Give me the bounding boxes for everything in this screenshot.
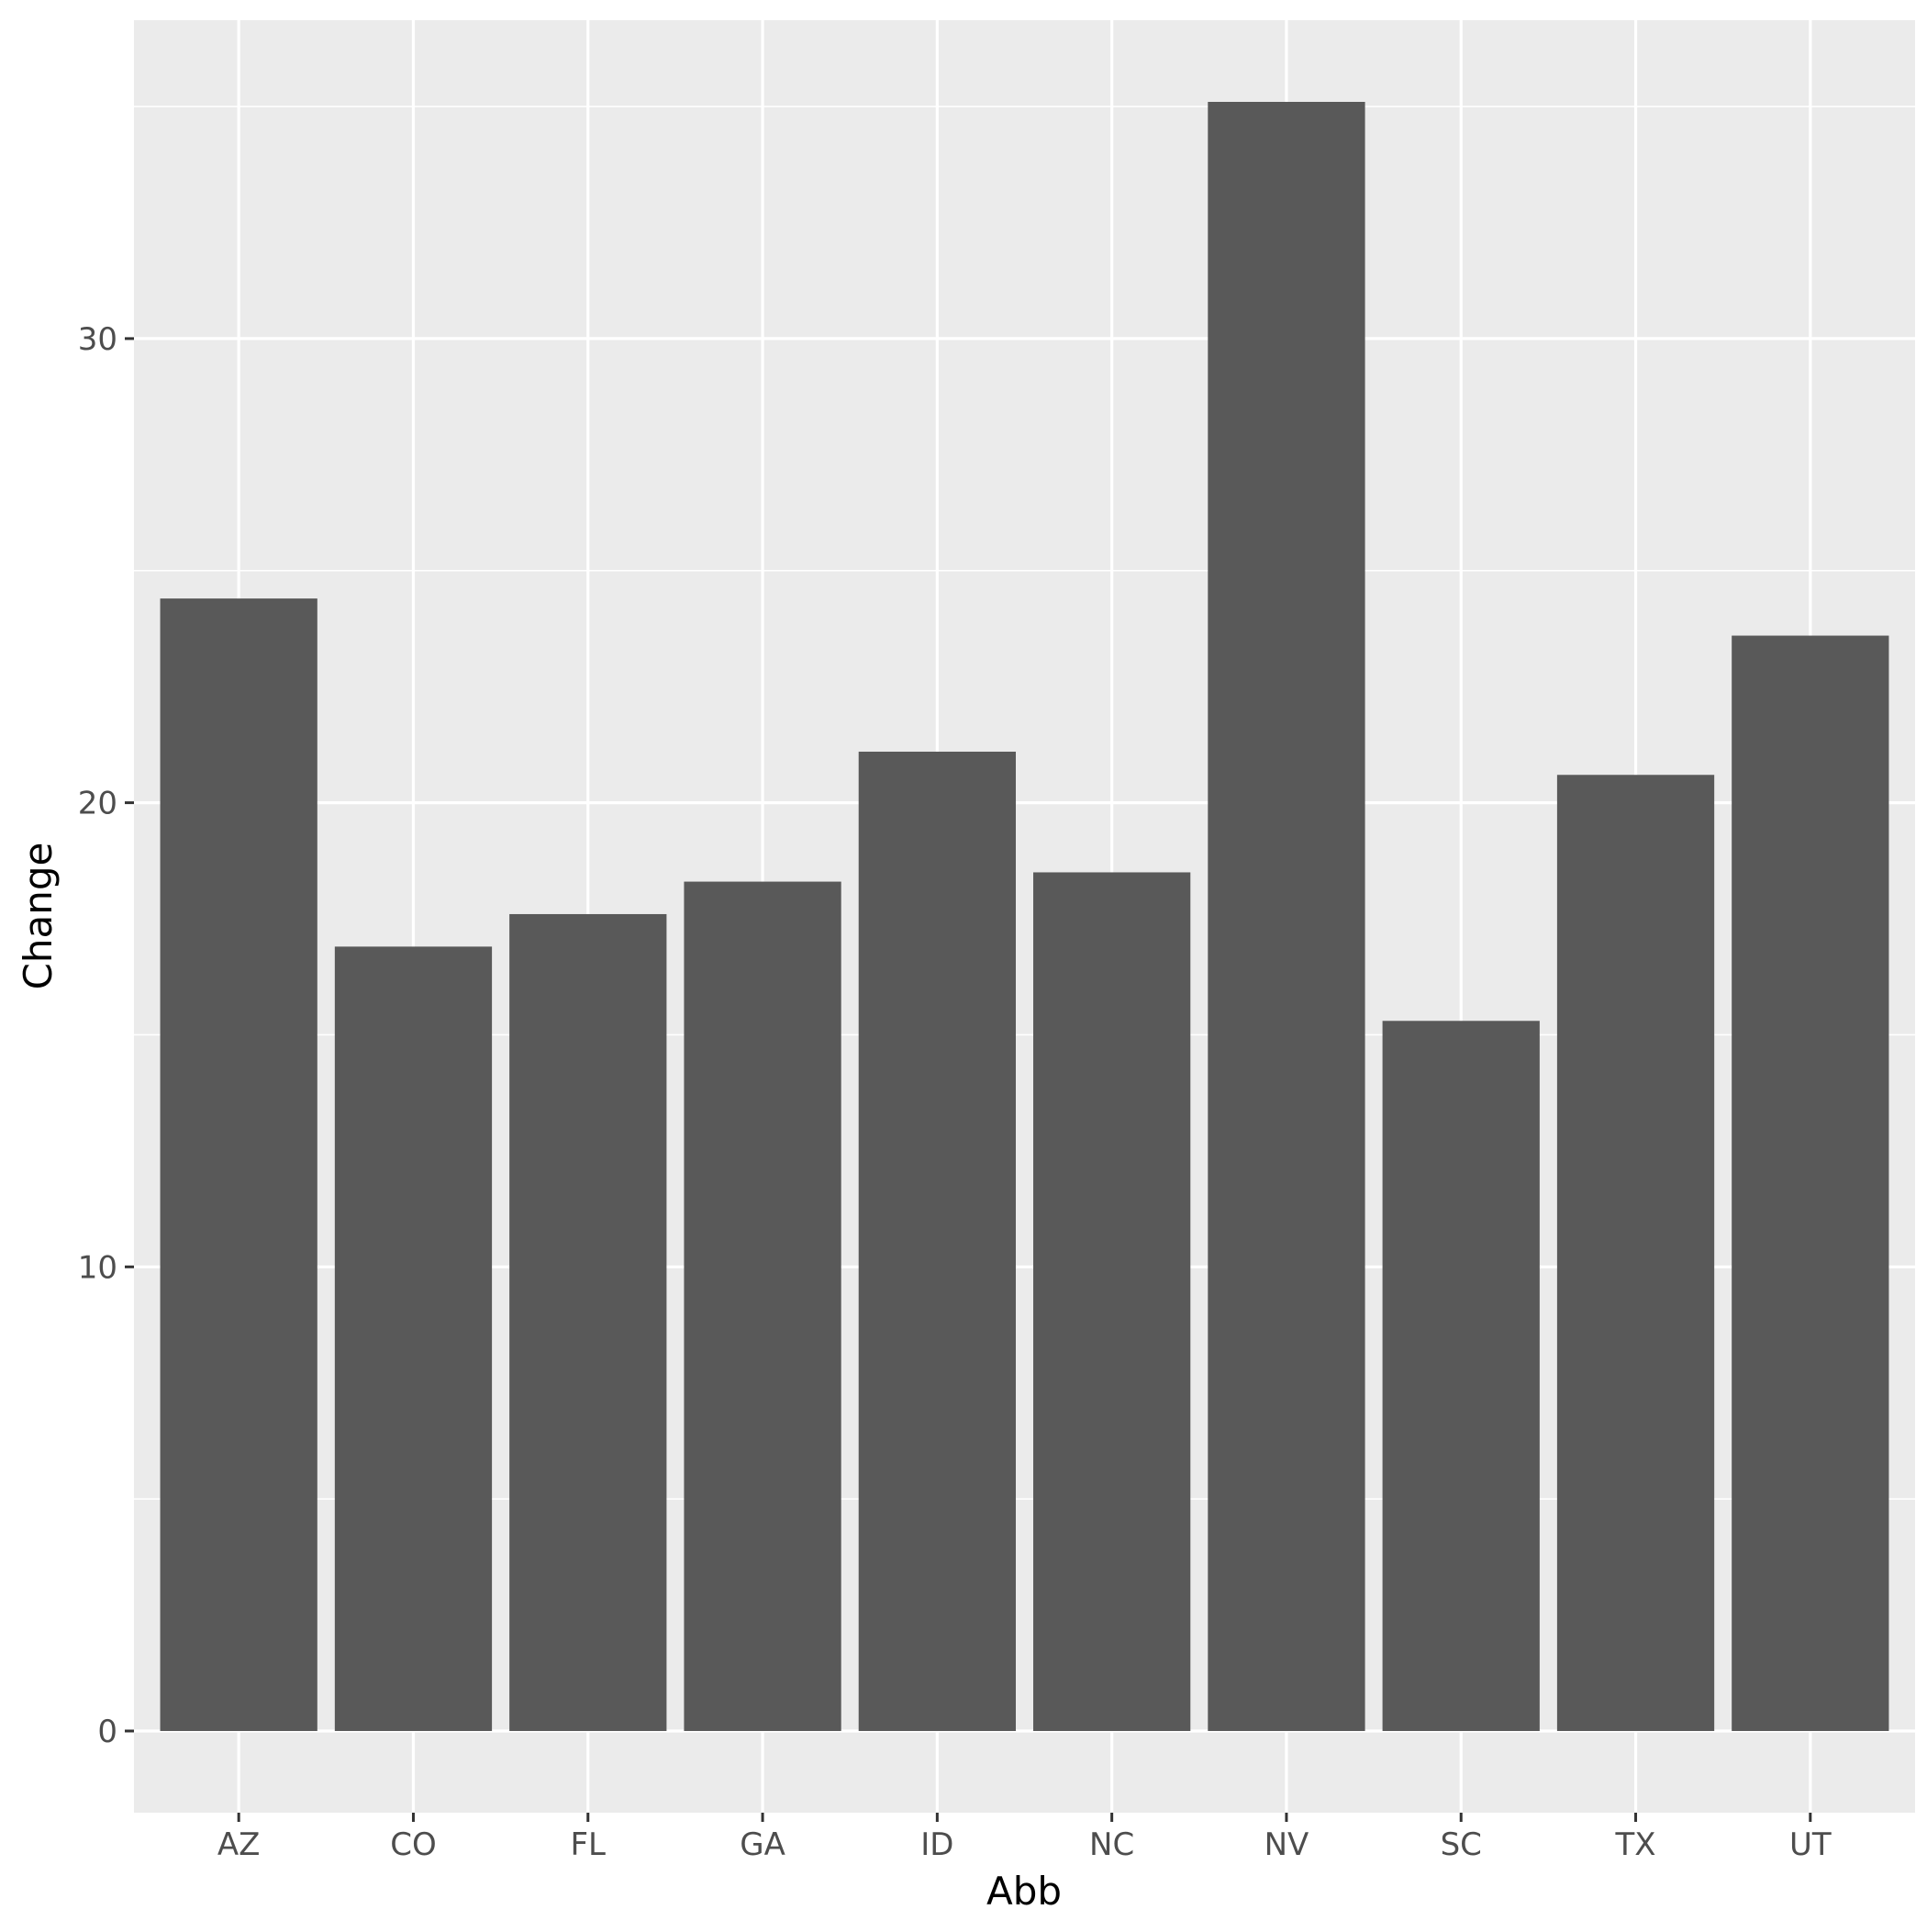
x-tick-label: TX: [1614, 1826, 1655, 1863]
bar-nv: [1208, 102, 1365, 1731]
x-tick-label: GA: [740, 1826, 785, 1863]
x-tick-label: CO: [390, 1826, 437, 1863]
x-tick-label: ID: [920, 1826, 953, 1863]
x-tick-label: SC: [1441, 1826, 1482, 1863]
bar-az: [160, 598, 317, 1731]
x-tick-label: FL: [571, 1826, 607, 1863]
y-axis: 0 10 20 30: [78, 321, 134, 1750]
bar-nc: [1033, 872, 1191, 1731]
y-axis-title: Change: [16, 843, 61, 990]
bar-fl: [509, 913, 667, 1731]
x-tick-label: UT: [1789, 1826, 1832, 1863]
y-tick-label: 30: [78, 321, 117, 358]
bar-tx: [1556, 775, 1715, 1731]
x-tick-label: NV: [1264, 1826, 1309, 1863]
bar-ut: [1732, 635, 1889, 1731]
x-axis: AZ CO FL GA ID NC NV SC TX UT: [217, 1813, 1832, 1863]
y-tick-label: 10: [78, 1249, 117, 1286]
bars: [160, 102, 1889, 1731]
bar-co: [334, 946, 493, 1731]
bar-id: [858, 751, 1016, 1731]
x-tick-label: AZ: [217, 1826, 261, 1863]
y-tick-label: 20: [78, 786, 117, 822]
y-tick-label: 0: [97, 1714, 117, 1750]
x-tick-label: NC: [1089, 1826, 1134, 1863]
bar-sc: [1382, 1021, 1540, 1731]
x-axis-title: Abb: [986, 1869, 1062, 1914]
bar-ga: [684, 881, 841, 1731]
